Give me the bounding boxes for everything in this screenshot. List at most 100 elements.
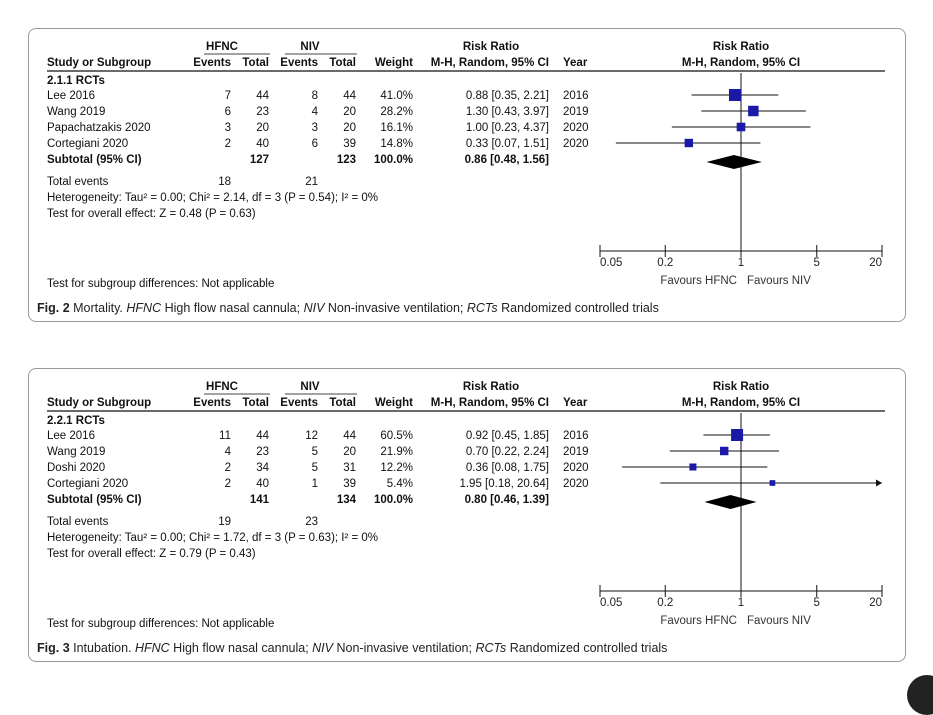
events-hfnc: 2	[225, 478, 231, 490]
header-risk-ratio: Risk Ratio	[463, 381, 519, 393]
ci-arrow	[876, 479, 882, 487]
total-niv: 39	[343, 478, 356, 490]
subgroup-title: 2.2.1 RCTs	[47, 415, 105, 427]
x-axis-tick-label: 0.05	[600, 597, 622, 609]
total-hfnc: 34	[256, 462, 269, 474]
caption-text: High flow nasal cannula;	[169, 641, 313, 655]
col-header-events: Events	[280, 397, 318, 409]
caption-text: RCTs	[475, 641, 507, 655]
study-name: Doshi 2020	[47, 462, 105, 474]
forest-plot-intubation: HFNC NIV Risk Ratio Risk Ratio Study or Subg…	[47, 381, 885, 630]
page-corner-mark	[907, 675, 933, 715]
total-niv: 39	[343, 138, 356, 150]
events-niv: 5	[312, 446, 318, 458]
col-header-study: Study or Subgroup	[47, 397, 151, 409]
subtotal-ci: 0.80 [0.46, 1.39]	[465, 494, 550, 506]
events-niv: 5	[312, 462, 318, 474]
pooled-diamond	[704, 495, 757, 509]
header-group-niv: NIV	[300, 381, 320, 393]
header-group-niv: NIV	[300, 41, 320, 53]
caption-text: HFNC	[134, 641, 170, 655]
figure-caption: Fig. 3 Intubation. HFNC High flow nasal …	[37, 641, 667, 655]
total-hfnc: 40	[256, 478, 269, 490]
study-year: 2016	[563, 430, 589, 442]
study-weight: 21.9%	[380, 446, 413, 458]
total-events-niv: 21	[305, 176, 318, 188]
study-weight: 60.5%	[380, 430, 413, 442]
total-hfnc: 23	[256, 106, 269, 118]
total-events-label: Total events	[47, 516, 109, 528]
col-header-events: Events	[193, 57, 231, 69]
caption-text: Mortality.	[69, 301, 127, 315]
total-niv: 44	[343, 430, 356, 442]
study-square	[720, 446, 729, 456]
study-square	[684, 138, 694, 148]
caption-text: Randomized controlled trials	[497, 301, 659, 315]
events-niv: 6	[312, 138, 318, 150]
col-header-method: M-H, Random, 95% CI	[431, 57, 549, 69]
total-niv: 20	[343, 122, 356, 134]
caption-text: Non-invasive ventilation;	[333, 641, 476, 655]
overall-effect-text: Test for overall effect: Z = 0.79 (P = 0…	[47, 548, 256, 560]
study-weight: 12.2%	[380, 462, 413, 474]
total-hfnc: 44	[256, 430, 269, 442]
header-risk-ratio: Risk Ratio	[463, 41, 519, 53]
risk-ratio-ci: 1.00 [0.23, 4.37]	[466, 122, 549, 134]
study-year: 2016	[563, 90, 589, 102]
subtotal-total-niv: 134	[337, 494, 357, 506]
subgroup-differences-text: Test for subgroup differences: Not appli…	[47, 618, 274, 630]
header-group-hfnc: HFNC	[206, 41, 238, 53]
x-axis-tick-label: 1	[738, 597, 744, 609]
subtotal-label: Subtotal (95% CI)	[47, 154, 142, 166]
study-square	[748, 105, 759, 117]
caption-text: Randomized controlled trials	[506, 641, 668, 655]
study-name: Lee 2016	[47, 430, 95, 442]
risk-ratio-ci: 1.95 [0.18, 20.64]	[459, 478, 549, 490]
subtotal-label: Subtotal (95% CI)	[47, 494, 142, 506]
subtotal-total-hfnc: 127	[250, 154, 269, 166]
study-weight: 14.8%	[380, 138, 413, 150]
favours-niv-label: Favours NIV	[747, 275, 811, 287]
col-header-method: M-H, Random, 95% CI	[431, 397, 549, 409]
total-niv: 20	[343, 446, 356, 458]
subtotal-weight: 100.0%	[374, 494, 413, 506]
caption-text: NIV	[303, 301, 325, 315]
events-niv: 3	[312, 122, 318, 134]
col-header-total: Total	[329, 397, 356, 409]
risk-ratio-ci: 0.33 [0.07, 1.51]	[466, 138, 549, 150]
header-group-hfnc: HFNC	[206, 381, 238, 393]
subtotal-total-niv: 123	[337, 154, 356, 166]
caption-text: Non-invasive ventilation;	[324, 301, 467, 315]
events-hfnc: 11	[219, 430, 231, 442]
study-year: 2020	[563, 138, 589, 150]
subtotal-ci: 0.86 [0.48, 1.56]	[465, 154, 550, 166]
study-name: Cortegiani 2020	[47, 138, 128, 150]
events-hfnc: 4	[225, 446, 232, 458]
study-weight: 41.0%	[380, 90, 413, 102]
study-year: 2020	[563, 478, 589, 490]
total-events-niv: 23	[305, 516, 318, 528]
study-name: Papachatzakis 2020	[47, 122, 151, 134]
risk-ratio-ci: 0.92 [0.45, 1.85]	[466, 430, 549, 442]
total-niv: 20	[343, 106, 356, 118]
x-axis-tick-label: 0.2	[657, 597, 673, 609]
x-axis-tick-label: 20	[869, 257, 882, 269]
events-hfnc: 3	[225, 122, 231, 134]
events-hfnc: 7	[225, 90, 231, 102]
study-square	[689, 463, 697, 471]
subgroup-differences-text: Test for subgroup differences: Not appli…	[47, 278, 274, 290]
caption-text: RCTs	[466, 301, 498, 315]
forest-plot-panel-intubation: HFNC NIV Risk Ratio Risk Ratio Study or Subg…	[28, 368, 906, 662]
study-name: Cortegiani 2020	[47, 478, 128, 490]
favours-hfnc-label: Favours HFNC	[660, 615, 737, 627]
forest-plot-panel-mortality: HFNC NIV Risk Ratio Risk Ratio Study or Subg…	[28, 28, 906, 322]
col-header-study: Study or Subgroup	[47, 57, 151, 69]
col-header-method-plot: M-H, Random, 95% CI	[682, 397, 800, 409]
x-axis-tick-label: 5	[814, 257, 820, 269]
total-events-hfnc: 18	[218, 176, 231, 188]
total-niv: 31	[343, 462, 356, 474]
x-axis-tick-label: 0.05	[600, 257, 622, 269]
forest-plot-mortality: HFNC NIV Risk Ratio Risk Ratio Study or Subg…	[47, 41, 885, 290]
total-hfnc: 40	[256, 138, 269, 150]
risk-ratio-ci: 1.30 [0.43, 3.97]	[466, 106, 549, 118]
